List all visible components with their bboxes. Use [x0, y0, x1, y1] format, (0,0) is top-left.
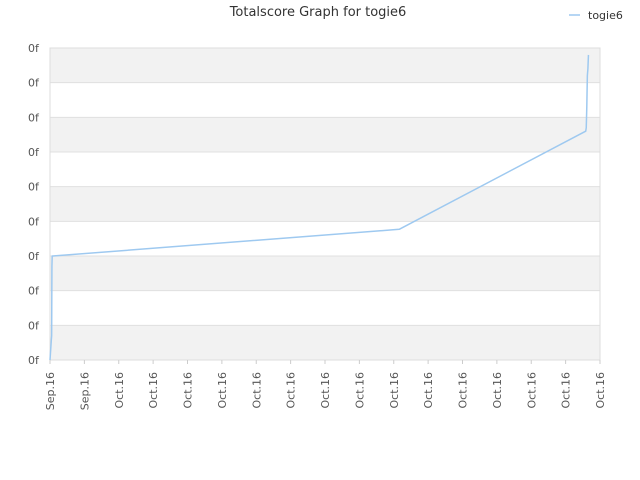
- x-tick-label: Oct.16: [216, 372, 229, 409]
- plot-bands: [50, 48, 600, 360]
- x-tick-label: Oct.16: [560, 372, 573, 409]
- y-tick-label: 0f: [28, 111, 40, 124]
- x-tick-label: Oct.16: [250, 372, 263, 409]
- x-tick-label: Oct.16: [388, 372, 401, 409]
- y-tick-label: 0f: [28, 250, 40, 263]
- plot-band: [50, 256, 600, 291]
- y-tick-label: 0f: [28, 319, 40, 332]
- plot-band: [50, 48, 600, 83]
- chart-title: Totalscore Graph for togie6: [229, 5, 407, 20]
- x-tick-label: Oct.16: [147, 372, 160, 409]
- y-tick-label: 0f: [28, 42, 40, 55]
- legend: togie6: [569, 9, 623, 22]
- y-tick-label: 0f: [28, 285, 40, 298]
- x-tick-label: Oct.16: [113, 372, 126, 409]
- y-tick-label: 0f: [28, 77, 40, 90]
- y-tick-label: 0f: [28, 215, 40, 228]
- x-tick-label: Oct.16: [182, 372, 195, 409]
- series-line-togie6: [49, 54, 590, 361]
- x-tick-label: Oct.16: [457, 372, 470, 409]
- y-tick-label: 0f: [28, 146, 40, 159]
- x-tick-label: Sep.16: [44, 372, 57, 410]
- y-axis: 0f 0f 0f 0f 0f 0f 0f 0f 0f 0f: [28, 42, 40, 367]
- x-tick-label: Sep.16: [78, 372, 91, 410]
- x-tick-label: Oct.16: [319, 372, 332, 409]
- plot-band: [50, 325, 600, 360]
- y-tick-label: 0f: [28, 354, 40, 367]
- x-tick-label: Oct.16: [525, 372, 538, 409]
- x-tick-label: Oct.16: [285, 372, 298, 409]
- series-layer: [49, 54, 590, 361]
- plot-band: [50, 117, 600, 152]
- x-axis: Sep.16 Sep.16 Oct.16 Oct.16 Oct.16 Oct.16 Oct.…: [44, 360, 607, 410]
- legend-label-togie6: togie6: [588, 9, 623, 22]
- plot-band: [50, 186, 600, 222]
- x-tick-label: Oct.16: [422, 372, 435, 409]
- x-tick-label: Oct.16: [353, 372, 366, 409]
- x-tick-label: Oct.16: [594, 372, 607, 409]
- x-tick-label: Oct.16: [491, 372, 504, 409]
- y-tick-label: 0f: [28, 181, 40, 194]
